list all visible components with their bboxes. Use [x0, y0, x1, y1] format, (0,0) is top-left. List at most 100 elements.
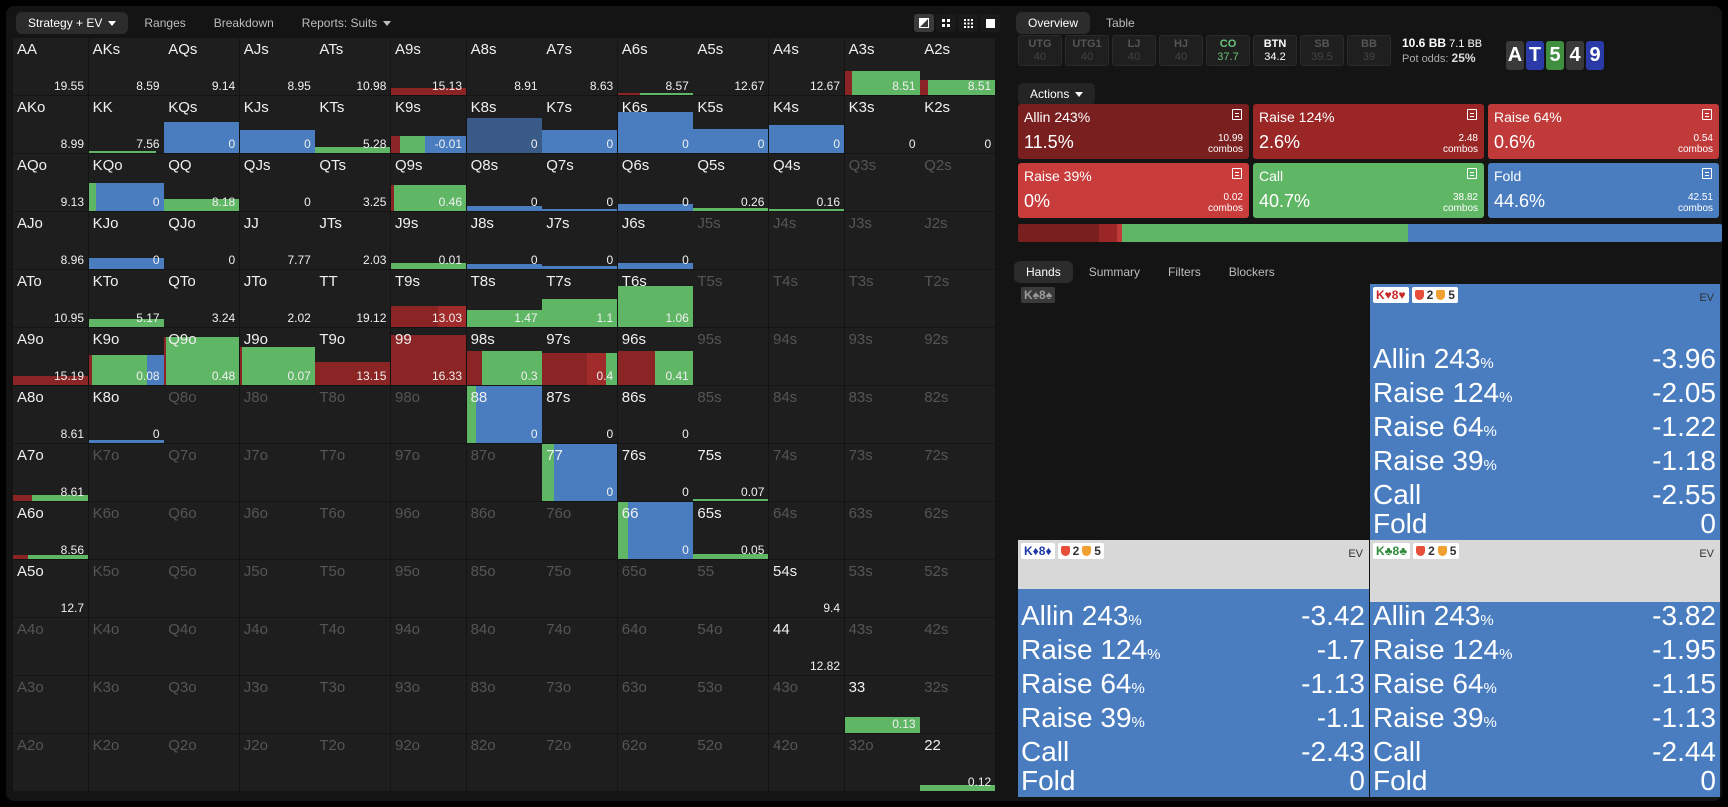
hand-cell-65o[interactable]: 65o	[617, 560, 693, 617]
hand-cell-J3o[interactable]: J3o	[239, 676, 315, 733]
hand-cell-86o[interactable]: 86o	[466, 502, 542, 559]
hand-cell-44[interactable]: 44 12.82	[769, 618, 844, 675]
hand-cell-J2o[interactable]: J2o	[239, 734, 315, 791]
hand-cell-T9s[interactable]: T9s 13.03	[391, 270, 466, 327]
hand-cell-K8s[interactable]: K8s 0	[466, 96, 542, 153]
hand-cell-KTs[interactable]: KTs 5.28	[315, 96, 391, 153]
position-utg[interactable]: UTG 40	[1018, 35, 1062, 66]
tab-strategy-ev[interactable]: Strategy + EV	[16, 12, 129, 34]
hand-cell-J4o[interactable]: J4o	[239, 618, 315, 675]
hand-cell-A4o[interactable]: A4o	[13, 618, 88, 675]
hand-cell-K2o[interactable]: K2o	[88, 734, 164, 791]
hand-cell-33[interactable]: 33 0.13	[844, 676, 920, 733]
hand-cell-JTs[interactable]: JTs 2.03	[315, 212, 391, 269]
hand-cell-22[interactable]: 22 0.12	[920, 734, 996, 791]
hand-cell-A6o[interactable]: A6o 8.56	[13, 502, 88, 559]
hand-cell-T6s[interactable]: T6s 1.06	[617, 270, 693, 327]
hand-cell-KQs[interactable]: KQs 0	[164, 96, 240, 153]
hand-cell-96s[interactable]: 96s 0.41	[617, 328, 693, 385]
hand-cell-62o[interactable]: 62o	[617, 734, 693, 791]
hand-cell-74o[interactable]: 74o	[542, 618, 618, 675]
hand-cell-53s[interactable]: 53s	[844, 560, 920, 617]
hand-cell-75o[interactable]: 75o	[542, 560, 618, 617]
hand-cell-97s[interactable]: 97s 0.4	[542, 328, 618, 385]
hand-panel-3[interactable]: K♣8♣ 2 5 EV Allin 243% -3.82 Raise 124% -1.95 Ra…	[1370, 540, 1721, 797]
hand-cell-A9s[interactable]: A9s 15.13	[391, 38, 466, 95]
hand-cell-A3o[interactable]: A3o	[13, 676, 88, 733]
hand-cell-64s[interactable]: 64s	[769, 502, 844, 559]
document-icon[interactable]	[1702, 168, 1712, 179]
hand-cell-AQs[interactable]: AQs 9.14	[164, 38, 240, 95]
hand-cell-K6s[interactable]: K6s 0	[617, 96, 693, 153]
hand-cell-KK[interactable]: KK 7.56	[88, 96, 164, 153]
hand-cell-T3o[interactable]: T3o	[315, 676, 391, 733]
hand-cell-95o[interactable]: 95o	[391, 560, 466, 617]
tab-filters[interactable]: Filters	[1168, 265, 1201, 279]
hand-cell-A5s[interactable]: A5s 12.67	[693, 38, 769, 95]
hand-cell-88[interactable]: 88 0	[466, 386, 542, 443]
hand-cell-AJs[interactable]: AJs 8.95	[239, 38, 315, 95]
hand-cell-T3s[interactable]: T3s	[844, 270, 920, 327]
hand-cell-K7s[interactable]: K7s 0	[542, 96, 618, 153]
hand-cell-99[interactable]: 99 16.33	[391, 328, 466, 385]
tab-hands[interactable]: Hands	[1014, 261, 1073, 283]
hand-cell-QQ[interactable]: QQ 8.18	[164, 154, 240, 211]
action-tile-call[interactable]: Call 40.7% 38.82 combos	[1253, 163, 1484, 218]
hand-cell-32s[interactable]: 32s	[920, 676, 996, 733]
contrast-icon[interactable]	[914, 14, 934, 32]
hand-cell-K7o[interactable]: K7o	[88, 444, 164, 501]
hand-cell-K5o[interactable]: K5o	[88, 560, 164, 617]
document-icon[interactable]	[1467, 109, 1477, 120]
hand-cell-84o[interactable]: 84o	[466, 618, 542, 675]
hand-cell-QJo[interactable]: QJo 0	[164, 212, 240, 269]
hand-cell-J9s[interactable]: J9s 0.01	[391, 212, 466, 269]
hand-cell-Q6s[interactable]: Q6s 0	[617, 154, 693, 211]
hand-cell-32o[interactable]: 32o	[844, 734, 920, 791]
hand-cell-JJ[interactable]: JJ 7.77	[239, 212, 315, 269]
hand-cell-QTo[interactable]: QTo 3.24	[164, 270, 240, 327]
hand-cell-93o[interactable]: 93o	[391, 676, 466, 733]
hand-cell-42o[interactable]: 42o	[769, 734, 844, 791]
hand-cell-J3s[interactable]: J3s	[844, 212, 920, 269]
hand-cell-T8o[interactable]: T8o	[315, 386, 391, 443]
hand-cell-54o[interactable]: 54o	[693, 618, 769, 675]
hand-cell-Q2s[interactable]: Q2s	[920, 154, 996, 211]
hand-cell-T8s[interactable]: T8s 1.47	[466, 270, 542, 327]
hand-cell-43s[interactable]: 43s	[844, 618, 920, 675]
hand-cell-A9o[interactable]: A9o 15.19	[13, 328, 88, 385]
hand-cell-J5s[interactable]: J5s	[693, 212, 769, 269]
hand-cell-76s[interactable]: 76s 0	[617, 444, 693, 501]
hand-cell-Q5o[interactable]: Q5o	[164, 560, 240, 617]
hand-cell-82o[interactable]: 82o	[466, 734, 542, 791]
hand-cell-92o[interactable]: 92o	[391, 734, 466, 791]
hand-cell-AKo[interactable]: AKo 8.99	[13, 96, 88, 153]
hand-cell-AKs[interactable]: AKs 8.59	[88, 38, 164, 95]
hand-cell-98o[interactable]: 98o	[391, 386, 466, 443]
hand-cell-JTo[interactable]: JTo 2.02	[239, 270, 315, 327]
position-hj[interactable]: HJ 40	[1159, 35, 1203, 66]
hand-cell-94o[interactable]: 94o	[391, 618, 466, 675]
hand-cell-J5o[interactable]: J5o	[239, 560, 315, 617]
hand-cell-J8o[interactable]: J8o	[239, 386, 315, 443]
hand-cell-J7o[interactable]: J7o	[239, 444, 315, 501]
hand-cell-T5o[interactable]: T5o	[315, 560, 391, 617]
hand-cell-ATs[interactable]: ATs 10.98	[315, 38, 391, 95]
hand-cell-A2o[interactable]: A2o	[13, 734, 88, 791]
hand-cell-85s[interactable]: 85s	[693, 386, 769, 443]
hand-cell-Q6o[interactable]: Q6o	[164, 502, 240, 559]
hand-cell-Q8s[interactable]: Q8s 0	[466, 154, 542, 211]
hand-cell-Q2o[interactable]: Q2o	[164, 734, 240, 791]
hand-cell-AA[interactable]: AA 19.55	[13, 38, 88, 95]
hand-cell-AJo[interactable]: AJo 8.96	[13, 212, 88, 269]
hand-cell-A5o[interactable]: A5o 12.7	[13, 560, 88, 617]
full-square-icon[interactable]	[980, 14, 1000, 32]
hand-cell-A8s[interactable]: A8s 8.91	[466, 38, 542, 95]
document-icon[interactable]	[1702, 109, 1712, 120]
position-sb[interactable]: SB 39.5	[1300, 35, 1344, 66]
hand-cell-AQo[interactable]: AQo 9.13	[13, 154, 88, 211]
hand-cell-A6s[interactable]: A6s 8.57	[617, 38, 693, 95]
hand-cell-J2s[interactable]: J2s	[920, 212, 996, 269]
hand-cell-QTs[interactable]: QTs 3.25	[315, 154, 391, 211]
position-utg1[interactable]: UTG1 40	[1065, 35, 1109, 66]
hand-cell-73s[interactable]: 73s	[844, 444, 920, 501]
